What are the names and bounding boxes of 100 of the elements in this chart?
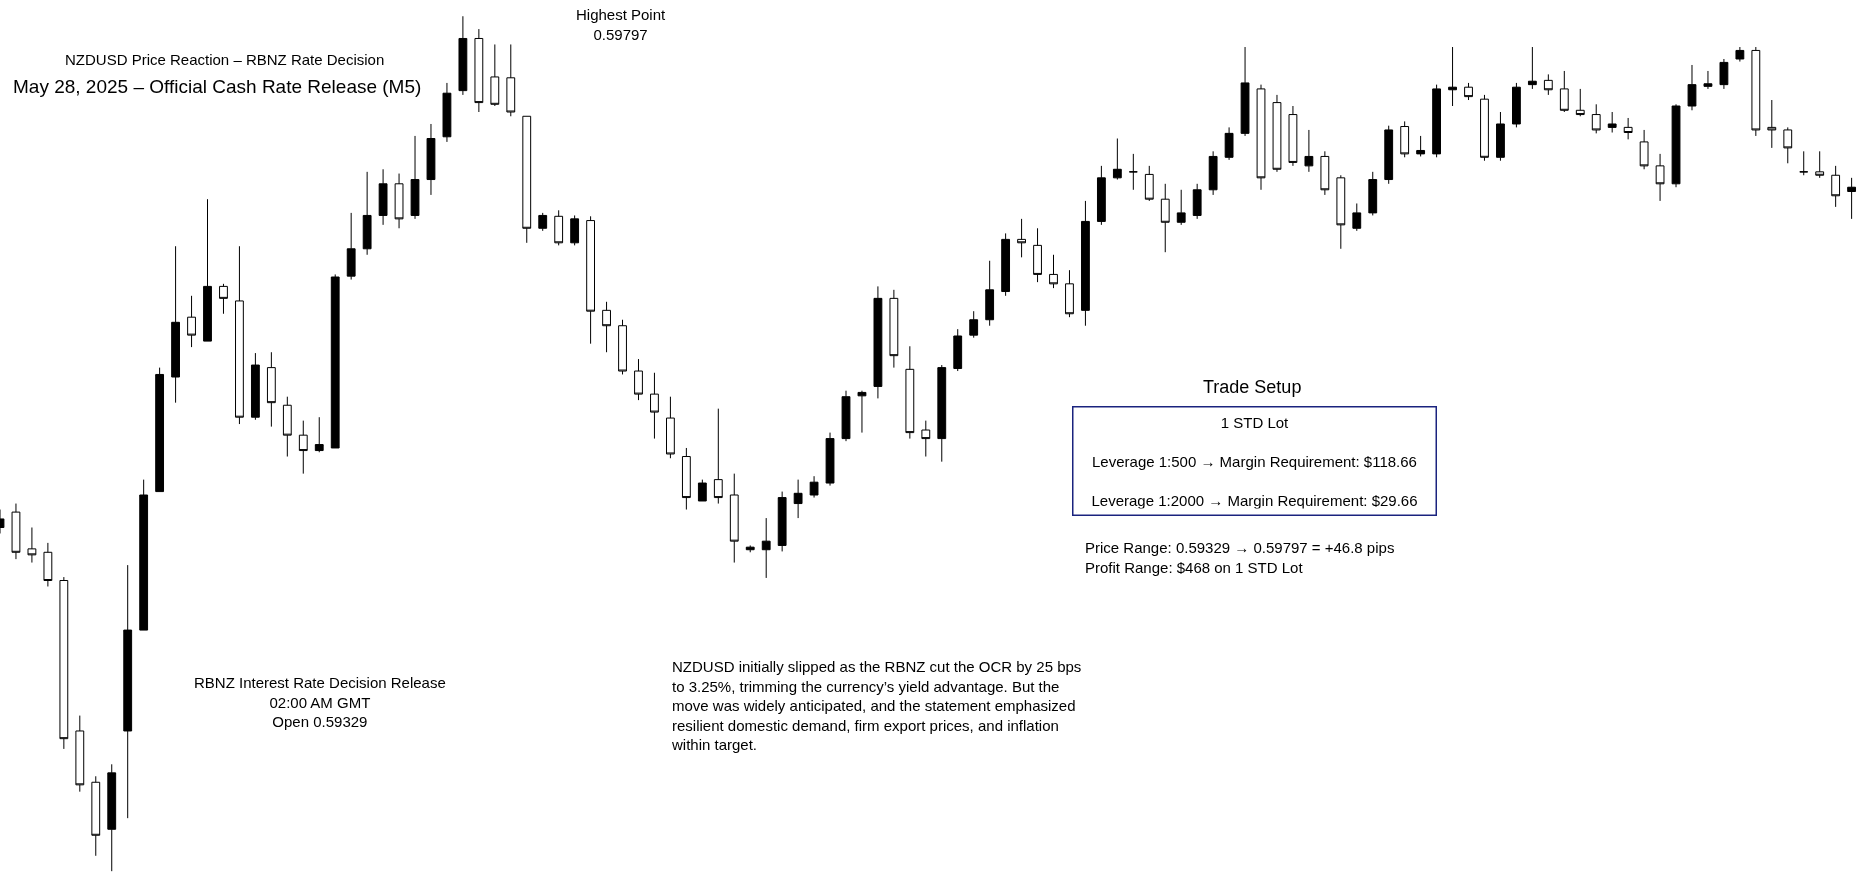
candlestick — [506, 43, 516, 117]
candlestick — [1320, 150, 1330, 196]
candlestick — [378, 168, 388, 226]
annotation: Trade Setup — [1203, 377, 1302, 397]
candlestick — [618, 319, 627, 375]
candlestick — [1208, 150, 1218, 196]
candlestick — [27, 526, 37, 564]
candlestick — [634, 358, 643, 401]
candlestick — [761, 517, 771, 579]
candlestick — [1144, 165, 1154, 202]
candlestick — [969, 310, 979, 339]
candlestick — [203, 198, 212, 342]
text: 1 STD Lot Leverage 1:500 → Margin Requirement: $118.66 Leverage 1:2000 → Margin Requirement: $29.66 — [1091, 413, 1418, 509]
candlestick — [873, 285, 883, 399]
candlestick — [474, 28, 484, 113]
candlestick — [1543, 73, 1553, 96]
candlestick — [1304, 129, 1314, 173]
candlestick — [1703, 70, 1713, 90]
candlestick — [1655, 153, 1665, 202]
candlestick — [586, 215, 596, 345]
candlestick — [1591, 103, 1601, 134]
candlestick — [1480, 94, 1489, 162]
candlestick — [490, 43, 500, 107]
candlestick — [793, 479, 803, 519]
candlestick — [155, 367, 165, 493]
candlestick — [458, 15, 468, 96]
candlestick — [985, 260, 995, 327]
candlestick — [1527, 46, 1537, 90]
candlestick — [1735, 46, 1745, 63]
candlestick — [554, 209, 564, 246]
candlestick — [235, 245, 244, 425]
candlestick — [1416, 135, 1426, 157]
candlestick — [1160, 183, 1170, 253]
candlestick — [43, 542, 53, 587]
candlestick — [1767, 99, 1777, 149]
candlestick — [1719, 58, 1729, 90]
candlestick — [1240, 46, 1250, 137]
candlestick — [1096, 165, 1106, 226]
candlestick — [681, 447, 691, 511]
candlestick — [1272, 94, 1282, 173]
candlestick — [1512, 82, 1521, 128]
candlestick — [1623, 117, 1633, 140]
candlestick — [1384, 125, 1394, 185]
candlestick — [1751, 46, 1761, 137]
candlestick — [59, 576, 69, 750]
candlestick — [107, 763, 117, 872]
candlestick — [282, 396, 292, 458]
candlestick — [729, 473, 739, 564]
annotation: Highest Point 0.59797 — [576, 6, 667, 43]
candlestick — [219, 283, 228, 315]
candlestick — [1559, 70, 1569, 113]
candlestick — [1783, 126, 1793, 164]
candlestick — [1847, 177, 1857, 220]
candlestick — [1065, 269, 1074, 318]
candlestick — [123, 564, 133, 819]
candlestick — [1192, 183, 1202, 220]
candlestick — [1288, 105, 1298, 167]
candlestick — [953, 328, 963, 372]
candlestick — [394, 173, 404, 229]
candlestick — [11, 503, 21, 560]
candlestick — [266, 351, 276, 428]
candlestick — [75, 715, 85, 793]
candlestick — [857, 390, 867, 434]
candlestick — [538, 212, 548, 232]
candlestick — [442, 82, 452, 143]
candlestick — [777, 491, 787, 552]
candlestick — [1607, 111, 1617, 134]
candlestick — [1671, 103, 1681, 188]
candlestick — [298, 420, 308, 475]
candlestick — [1575, 88, 1585, 117]
candlestick — [1639, 129, 1649, 170]
candlestick — [1033, 227, 1042, 283]
candlestick — [889, 289, 899, 369]
candlestick — [1081, 200, 1090, 327]
candlestick — [1831, 165, 1841, 208]
text: May 28, 2025 – Official Cash Rate Release (M5) — [13, 76, 422, 97]
candlestick — [1352, 202, 1362, 232]
candlestick — [1432, 84, 1442, 158]
candlestick — [171, 245, 180, 404]
candlestick — [139, 479, 149, 631]
candlestick — [921, 420, 931, 458]
candlestick — [570, 214, 580, 246]
candlestick — [330, 273, 340, 449]
candlestick — [937, 364, 947, 463]
candlestick — [187, 295, 196, 348]
candlestick — [841, 390, 851, 442]
candlestick — [362, 171, 372, 256]
candlestick — [1224, 126, 1234, 161]
candlestick — [1448, 46, 1457, 107]
candlestick — [346, 212, 356, 281]
candlestick — [426, 123, 436, 196]
annotation: NZDUSD initially slipped as the RBNZ cut the OCR by 25 bps to 3.25%, trimming the currency’s yield advantage. But the move was widely anticipated, and the statement emphasized resilient domestic demand, firm export prices, and inflation within target. — [671, 658, 1082, 753]
candlestick — [1017, 218, 1026, 258]
candlestick — [650, 372, 659, 440]
candlestick — [1368, 171, 1378, 216]
candlestick — [697, 479, 707, 502]
candlestick — [713, 408, 723, 505]
candlestick — [1815, 150, 1825, 179]
candlestick — [1112, 138, 1122, 181]
candlestick — [1176, 189, 1186, 226]
